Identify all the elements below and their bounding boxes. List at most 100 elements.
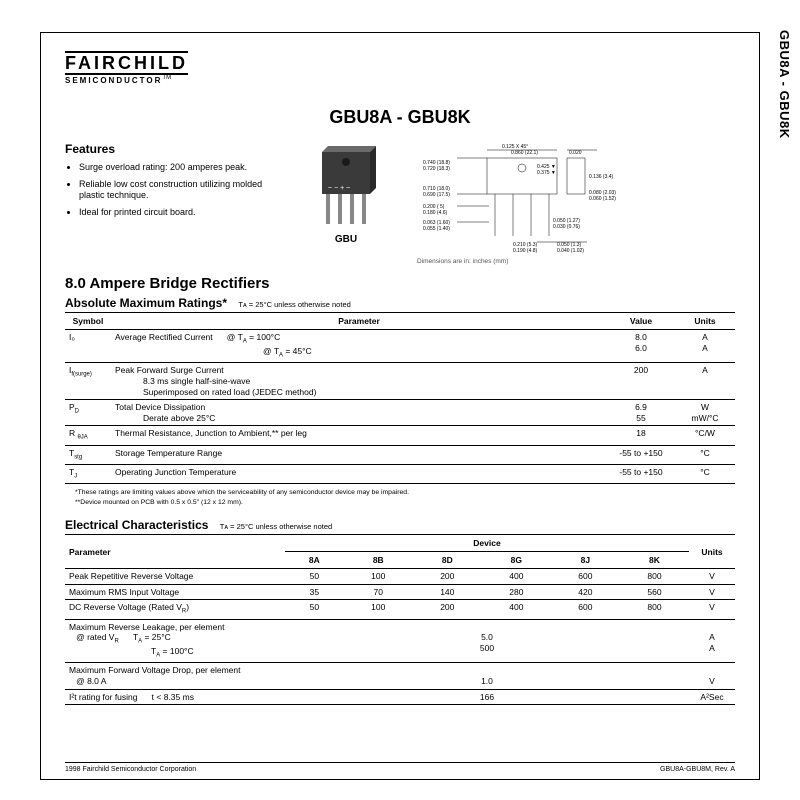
svg-text:0.190 (4.8): 0.190 (4.8) [513, 248, 538, 254]
cell: Thermal Resistance, Junction to Ambient,… [111, 426, 607, 445]
cell: DC Reverse Voltage (Rated VR) [65, 600, 285, 619]
cell: 1.0 [285, 663, 689, 689]
cell: Peak Forward Surge Current8.3 ms single … [111, 363, 607, 400]
cell: R θJA [65, 426, 111, 445]
logo-sub: SEMICONDUCTOR [65, 76, 162, 85]
brand-logo: FAIRCHILD SEMICONDUCTORTM [65, 51, 188, 85]
cell: 800 [620, 600, 689, 619]
table-row: Tstg Storage Temperature Range -55 to +1… [65, 445, 735, 464]
elec-heading-text: Electrical Characteristics [65, 518, 208, 532]
svg-text:0.375 ▼: 0.375 ▼ [537, 170, 556, 176]
svg-text:0.720 (18.3): 0.720 (18.3) [423, 166, 450, 172]
svg-text:~ − + ~: ~ − + ~ [328, 185, 350, 192]
table-row: If(surge) Peak Forward Surge Current8.3 … [65, 363, 735, 400]
amr-col-symbol: Symbol [65, 313, 111, 330]
footer-right: GBU8A-GBU8M, Rev. A [660, 766, 735, 773]
cell: V [689, 584, 735, 600]
cell: 18 [607, 426, 675, 445]
cell: 200 [607, 363, 675, 400]
table-row: Maximum Reverse Leakage, per element @ r… [65, 619, 735, 663]
cell: °C/W [675, 426, 735, 445]
cell: 200 [413, 600, 482, 619]
cell: 400 [482, 600, 551, 619]
logo-tm: TM [162, 75, 171, 81]
footnote: **Device mounted on PCB with 0.5 x 0.5" … [75, 498, 735, 508]
package-drawing: ~ − + ~ GBU [291, 142, 401, 265]
cell: 100 [344, 600, 413, 619]
table-row: R θJA Thermal Resistance, Junction to Am… [65, 426, 735, 445]
elec-cond: Tᴀ = 25°C unless otherwise noted [220, 522, 332, 531]
amr-col-parameter: Parameter [111, 313, 607, 330]
svg-text:0.860 (22.1): 0.860 (22.1) [511, 150, 538, 156]
features-heading: Features [65, 142, 275, 156]
feature-item: Reliable low cost construction utilizing… [79, 179, 275, 202]
svg-text:0.040 (1.02): 0.040 (1.02) [557, 248, 584, 254]
amr-footnotes: *These ratings are limiting values above… [75, 488, 735, 508]
footer-left: 1998 Fairchild Semiconductor Corporation [65, 766, 196, 773]
table-row: TJ Operating Junction Temperature -55 to… [65, 464, 735, 483]
dimension-diagram-icon: 0.125 X 45° 0.860 (22.1) 0.020 0.740 (18… [417, 144, 735, 254]
elec-col-parameter: Parameter [65, 535, 285, 569]
cell: 420 [551, 584, 620, 600]
logo-main: FAIRCHILD [65, 51, 188, 75]
cell: -55 to +150 [607, 445, 675, 464]
device-col: 8A [285, 552, 344, 569]
cell: Average Rectified Current @ TA = 100°C@ … [111, 330, 607, 363]
device-col: 8J [551, 552, 620, 569]
elec-col-units: Units [689, 535, 735, 569]
cell: 800 [620, 569, 689, 585]
table-row: DC Reverse Voltage (Rated VR) 50 100 200… [65, 600, 735, 619]
cell: 200 [413, 569, 482, 585]
product-family-heading: 8.0 Ampere Bridge Rectifiers [65, 275, 735, 292]
package-icon: ~ − + ~ [310, 146, 382, 230]
cell: 8.06.0 [607, 330, 675, 363]
table-row: Maximum RMS Input Voltage 35 70 140 280 … [65, 584, 735, 600]
device-col: 8K [620, 552, 689, 569]
device-col: 8D [413, 552, 482, 569]
cell: 140 [413, 584, 482, 600]
cell: 100 [344, 569, 413, 585]
cell: 560 [620, 584, 689, 600]
amr-col-value: Value [607, 313, 675, 330]
cell: 280 [482, 584, 551, 600]
svg-text:0.030 (0.76): 0.030 (0.76) [553, 224, 580, 230]
cell: V [689, 663, 735, 689]
cell: I²t rating for fusing t < 8.35 ms [65, 689, 285, 705]
svg-text:0.055 (1.40): 0.055 (1.40) [423, 226, 450, 232]
cell: Tstg [65, 445, 111, 464]
feature-item: Ideal for printed circuit board. [79, 207, 275, 219]
cell: AA [689, 619, 735, 663]
svg-text:0.690 (17.5): 0.690 (17.5) [423, 192, 450, 198]
table-row: Maximum Forward Voltage Drop, per elemen… [65, 663, 735, 689]
table-row: I₀ Average Rectified Current @ TA = 100°… [65, 330, 735, 363]
cell: 400 [482, 569, 551, 585]
device-col: 8G [482, 552, 551, 569]
dim-note: Dimensions are in: inches (mm) [417, 258, 735, 265]
cell: 600 [551, 600, 620, 619]
cell: °C [675, 464, 735, 483]
dimension-drawing: 0.125 X 45° 0.860 (22.1) 0.020 0.740 (18… [417, 142, 735, 265]
features-list: Surge overload rating: 200 amperes peak.… [65, 162, 275, 219]
cell: °C [675, 445, 735, 464]
amr-cond: Tᴀ = 25°C unless otherwise noted [238, 300, 350, 309]
amr-col-units: Units [675, 313, 735, 330]
cell: 50 [285, 600, 344, 619]
svg-text:0.180 (4.6): 0.180 (4.6) [423, 210, 448, 216]
cell: 50 [285, 569, 344, 585]
cell: V [689, 600, 735, 619]
elec-table: Parameter Device Units 8A 8B 8D 8G 8J 8K… [65, 534, 735, 705]
table-row: Peak Repetitive Reverse Voltage 50 100 2… [65, 569, 735, 585]
cell: Maximum RMS Input Voltage [65, 584, 285, 600]
cell: Operating Junction Temperature [111, 464, 607, 483]
cell: PD [65, 400, 111, 426]
cell: A [675, 363, 735, 400]
cell: 166 [285, 689, 689, 705]
table-row: PD Total Device DissipationDerate above … [65, 400, 735, 426]
page-footer: 1998 Fairchild Semiconductor Corporation… [65, 762, 735, 773]
table-row: I²t rating for fusing t < 8.35 ms 166 A²… [65, 689, 735, 705]
svg-text:0.060 (1.52): 0.060 (1.52) [589, 196, 616, 202]
cell: 35 [285, 584, 344, 600]
elec-col-device: Device [285, 535, 689, 552]
cell: Maximum Reverse Leakage, per element @ r… [65, 619, 285, 663]
cell: A²Sec [689, 689, 735, 705]
